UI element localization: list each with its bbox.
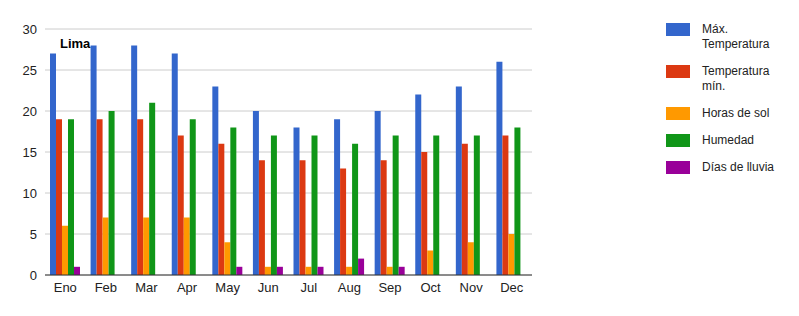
svg-text:0: 0 bbox=[30, 268, 37, 283]
html-text:Horas de sol: Horas de sol bbox=[702, 106, 770, 120]
html-text:Temperatura mín.: Temperatura mín. bbox=[702, 64, 770, 93]
svg-text:Dec: Dec bbox=[500, 280, 524, 295]
svg-text:Eno: Eno bbox=[54, 280, 77, 295]
svg-text:Jul: Jul bbox=[300, 280, 317, 295]
svg-text:15: 15 bbox=[23, 145, 37, 160]
html-text:Humedad: Humedad bbox=[702, 133, 754, 147]
svg-text:25: 25 bbox=[23, 63, 37, 78]
svg-text:Jun: Jun bbox=[258, 280, 279, 295]
html-text:Lima: Lima bbox=[60, 36, 91, 51]
svg-text:10: 10 bbox=[23, 186, 37, 201]
html-text:Días de lluvia: Días de lluvia bbox=[702, 160, 774, 174]
svg-text:Aug: Aug bbox=[338, 280, 361, 295]
svg-text:Nov: Nov bbox=[460, 280, 484, 295]
svg-text:20: 20 bbox=[23, 104, 37, 119]
svg-text:Feb: Feb bbox=[95, 280, 117, 295]
svg-text:Apr: Apr bbox=[177, 280, 198, 295]
svg-text:Oct: Oct bbox=[420, 280, 441, 295]
svg-text:30: 30 bbox=[23, 22, 37, 37]
svg-text:May: May bbox=[215, 280, 240, 295]
svg-text:5: 5 bbox=[30, 227, 37, 242]
svg-text:Mar: Mar bbox=[135, 280, 158, 295]
html-text:Máx. Temperatura: Máx. Temperatura bbox=[702, 22, 770, 51]
svg-text:Sep: Sep bbox=[378, 280, 401, 295]
